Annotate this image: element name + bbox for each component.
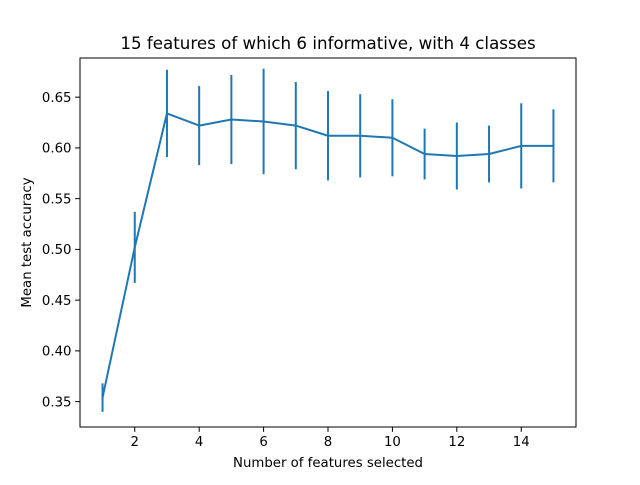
axes-frame	[79, 57, 577, 428]
x-tick-label: 2	[131, 435, 139, 450]
y-tick-label: 0.60	[42, 142, 72, 157]
chart-title: 15 features of which 6 informative, with…	[120, 33, 535, 53]
plot-area	[101, 68, 555, 412]
y-tick-label: 0.55	[42, 192, 72, 207]
y-axis-ticks: 0.35 0.40 0.45 0.50 0.55 0.60 0.65	[42, 91, 80, 410]
y-tick-label: 0.40	[42, 345, 72, 360]
x-tick-label: 8	[324, 435, 332, 450]
x-tick-label: 6	[259, 435, 267, 450]
y-tick-label: 0.45	[42, 294, 72, 309]
y-tick-label: 0.35	[42, 395, 72, 410]
x-tick-label: 10	[384, 435, 401, 450]
y-tick-label: 0.65	[42, 91, 72, 106]
y-axis-label: Mean test accuracy	[20, 177, 35, 307]
x-tick-label: 12	[448, 435, 465, 450]
x-axis-ticks: 2 4 6 8 10 12 14	[131, 427, 530, 450]
x-axis-label: Number of features selected	[233, 456, 423, 471]
x-tick-label: 4	[195, 435, 203, 450]
x-tick-label: 14	[513, 435, 530, 450]
y-tick-label: 0.50	[42, 243, 72, 258]
